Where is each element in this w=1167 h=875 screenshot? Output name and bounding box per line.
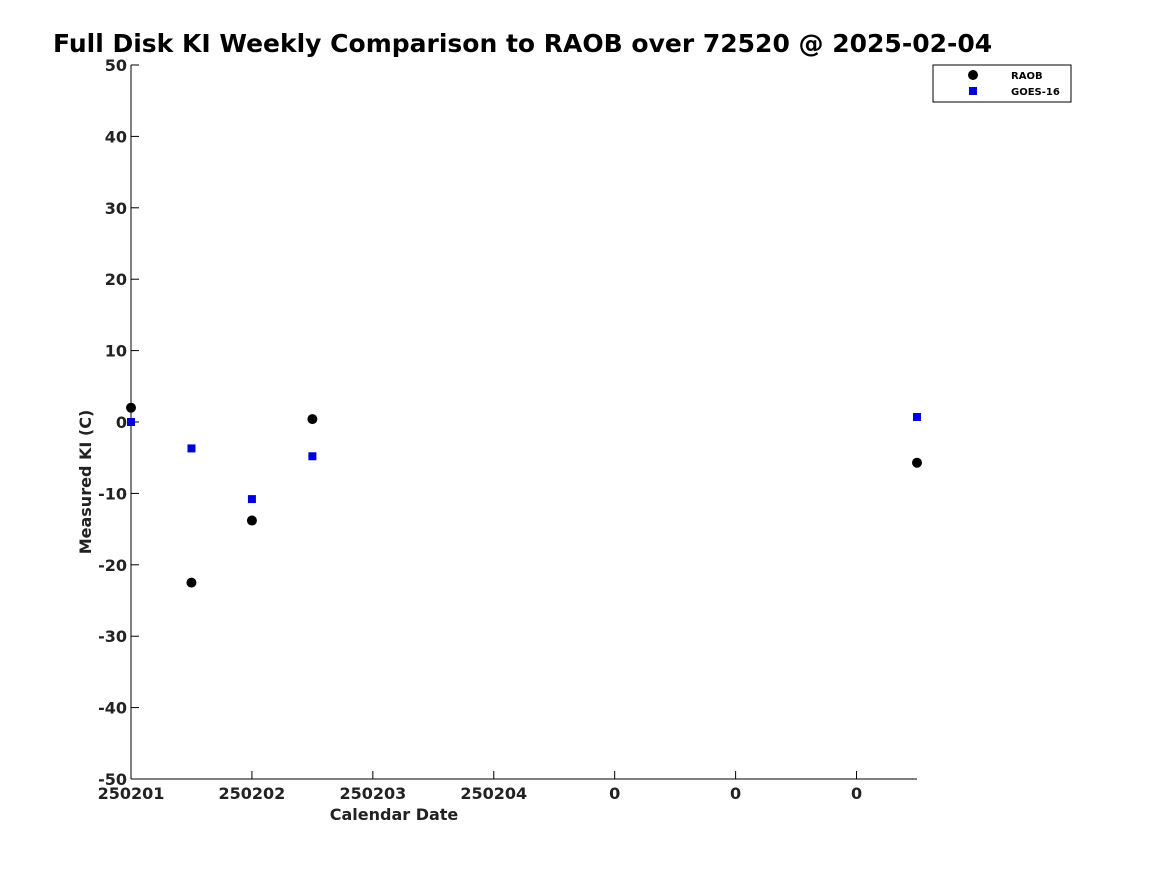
y-tick-label: -20 (98, 556, 127, 575)
legend-marker (969, 87, 977, 95)
x-axis-label: Calendar Date (330, 805, 459, 824)
y-axis-ticks: -50 -40 -30 -20 -10 0 10 20 30 40 50 (98, 56, 139, 789)
data-point (187, 444, 196, 453)
data-point (246, 515, 257, 526)
x-tick-label: 250203 (339, 784, 406, 803)
y-axis-label: Measured KI (C) (76, 410, 95, 555)
y-tick-label: 40 (105, 127, 127, 146)
x-axis-ticks: 250201 250202 250203 250204 0 0 0 (98, 771, 862, 803)
y-tick-label: -10 (98, 484, 127, 503)
data-point (247, 495, 256, 504)
data-point (126, 402, 136, 413)
data-point (307, 414, 318, 425)
plot-area (130, 65, 917, 780)
x-tick-label: 0 (851, 784, 862, 803)
x-tick-label: 0 (730, 784, 741, 803)
legend: RAOB GOES-16 (932, 64, 1072, 103)
data-point (186, 577, 197, 588)
series-layer (126, 402, 922, 588)
x-tick-label: 0 (609, 784, 620, 803)
data-point (127, 418, 135, 426)
legend-marker (968, 70, 978, 80)
y-tick-label: -50 (98, 770, 127, 789)
data-point (308, 452, 317, 461)
x-tick-label: 250204 (460, 784, 527, 803)
series-goes-16 (127, 413, 921, 504)
data-point (913, 413, 921, 422)
x-tick-label: 250202 (219, 784, 286, 803)
legend-entry: GOES-16 (1011, 87, 1060, 98)
y-tick-label: 0 (116, 413, 127, 432)
y-tick-label: -30 (98, 627, 127, 646)
y-tick-label: -40 (98, 699, 127, 718)
x-tick-label: 250201 (98, 784, 165, 803)
y-tick-label: 30 (105, 199, 127, 218)
y-tick-label: 50 (105, 56, 127, 75)
legend-box (932, 64, 1072, 103)
chart-title: Full Disk KI Weekly Comparison to RAOB o… (53, 29, 992, 58)
y-tick-label: 10 (105, 342, 127, 361)
y-tick-label: 20 (105, 270, 127, 289)
legend-entry: RAOB (1011, 71, 1043, 82)
series-raob (126, 402, 922, 588)
data-point (912, 457, 922, 468)
